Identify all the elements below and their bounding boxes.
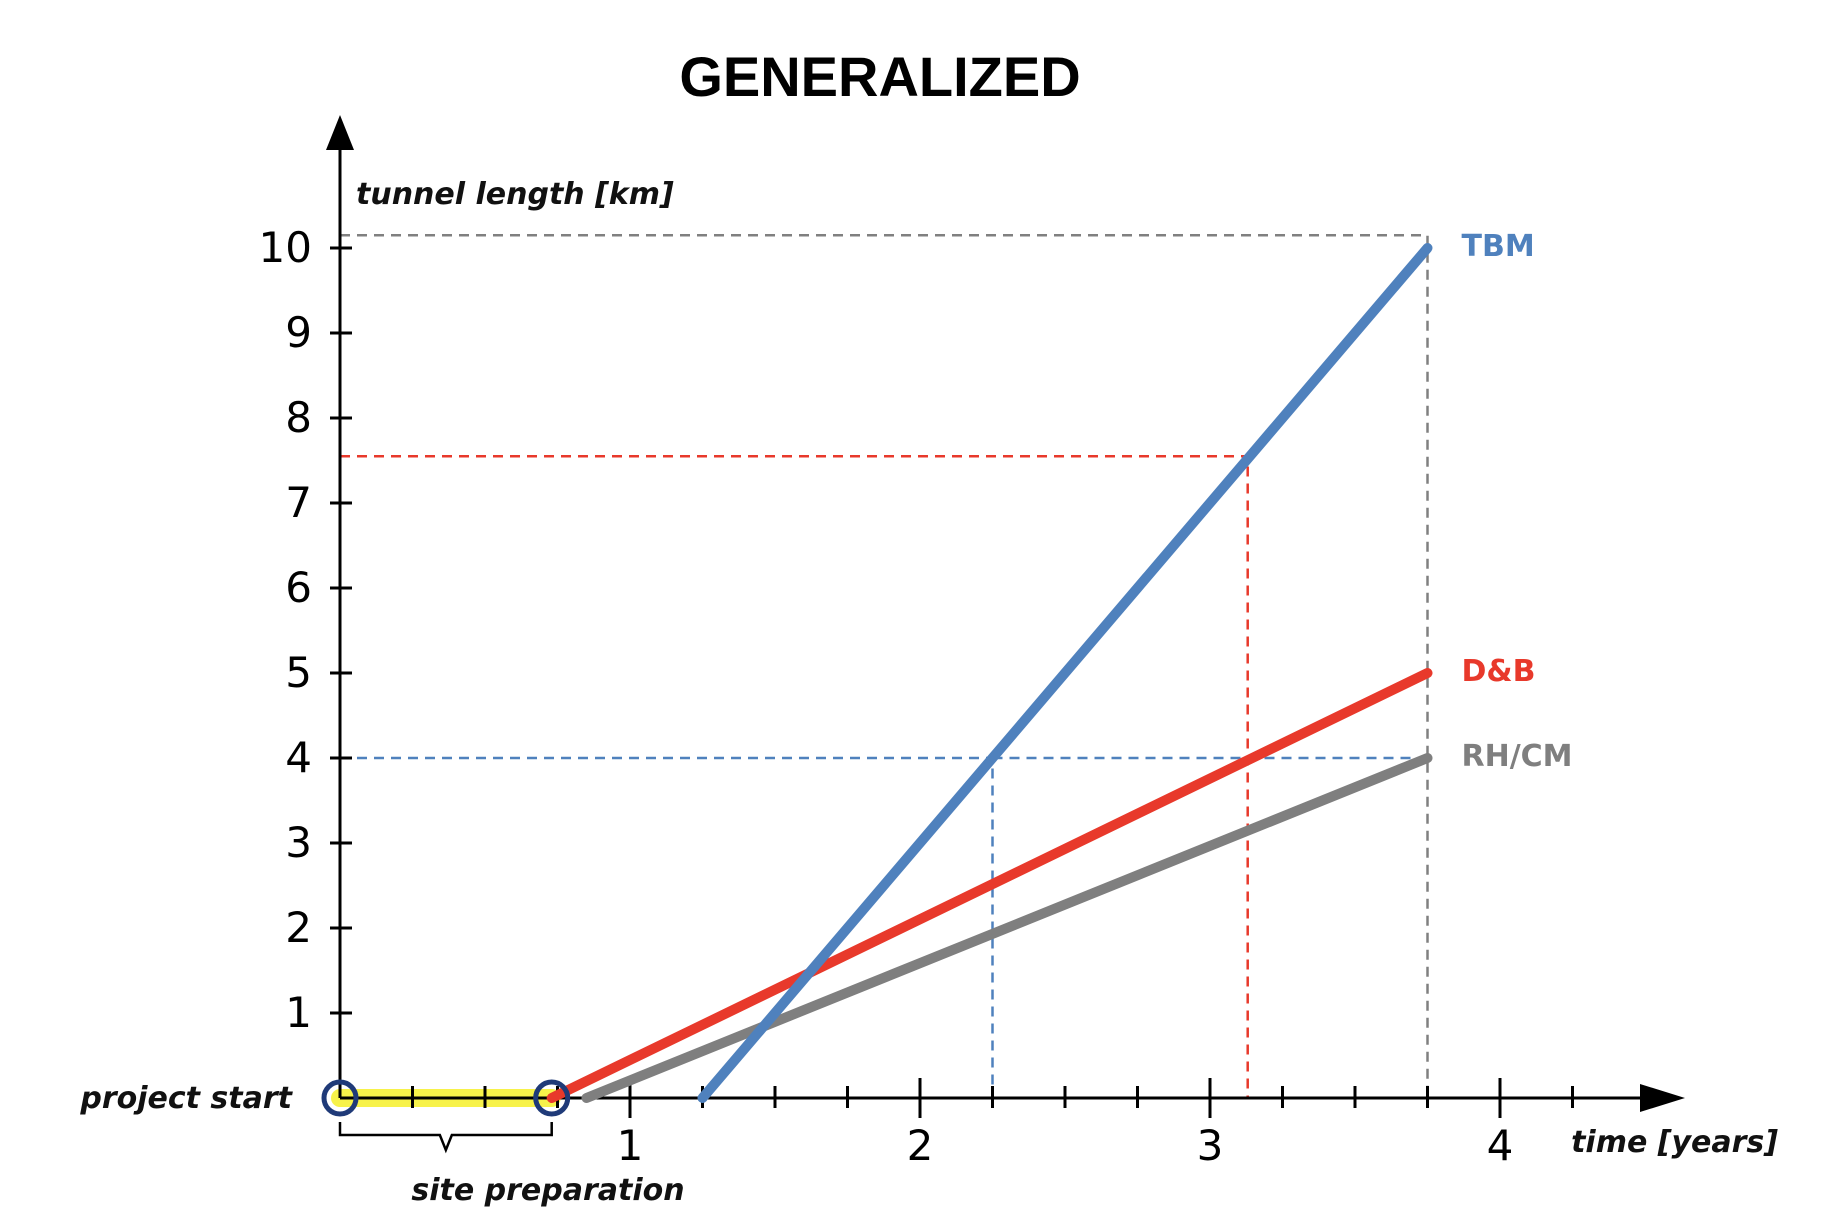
markers	[321, 1079, 571, 1117]
site-preparation-label: site preparation	[411, 1173, 684, 1208]
reference-line-0	[340, 234, 1429, 1098]
y-tick-label: 6	[285, 563, 312, 612]
x-tick-label: 3	[1197, 1121, 1224, 1170]
y-tick-label: 8	[285, 393, 312, 442]
reference-line-1	[340, 455, 1249, 1098]
x-axis-arrow	[1640, 1084, 1685, 1112]
ticks: 1 2 3 4 1 2 3 4 5 6 7 8 9 10	[259, 223, 1647, 1170]
y-tick-label: 10	[259, 223, 312, 272]
site-preparation-bar	[331, 1089, 561, 1154]
chart-title: GENERALIZED	[679, 45, 1080, 108]
series-lines	[546, 243, 1433, 1103]
site-preparation-end-marker	[533, 1079, 571, 1117]
axes	[326, 115, 1685, 1112]
project-start-marker	[321, 1079, 359, 1117]
series-label-rh-cm: RH/CM	[1462, 739, 1573, 774]
y-tick-label: 3	[285, 818, 312, 867]
x-axis-label: time [years]	[1571, 1125, 1778, 1160]
x-tick-label: 2	[907, 1121, 934, 1170]
project-start-label: project start	[79, 1081, 293, 1116]
y-tick-label: 9	[285, 308, 312, 357]
site-preparation-brace	[338, 1122, 553, 1154]
series-label-tbm: TBM	[1462, 229, 1535, 264]
y-tick-label: 2	[285, 903, 312, 952]
series-line-tbm	[697, 243, 1433, 1103]
series-line-rh-cm	[581, 753, 1433, 1103]
x-tick-label: 1	[617, 1121, 644, 1170]
y-tick-label: 5	[285, 648, 312, 697]
y-tick-label: 4	[285, 733, 312, 782]
series-labels: TBM D&B RH/CM	[1462, 229, 1573, 774]
y-tick-label: 1	[285, 988, 312, 1037]
series-line-d-b	[546, 668, 1433, 1103]
reference-lines	[340, 234, 1429, 1098]
x-tick-label: 4	[1487, 1121, 1514, 1170]
y-axis-arrow	[326, 115, 354, 150]
y-tick-label: 7	[285, 478, 312, 527]
series-label-d-b: D&B	[1462, 654, 1536, 689]
y-axis-label: tunnel length [km]	[356, 177, 674, 212]
